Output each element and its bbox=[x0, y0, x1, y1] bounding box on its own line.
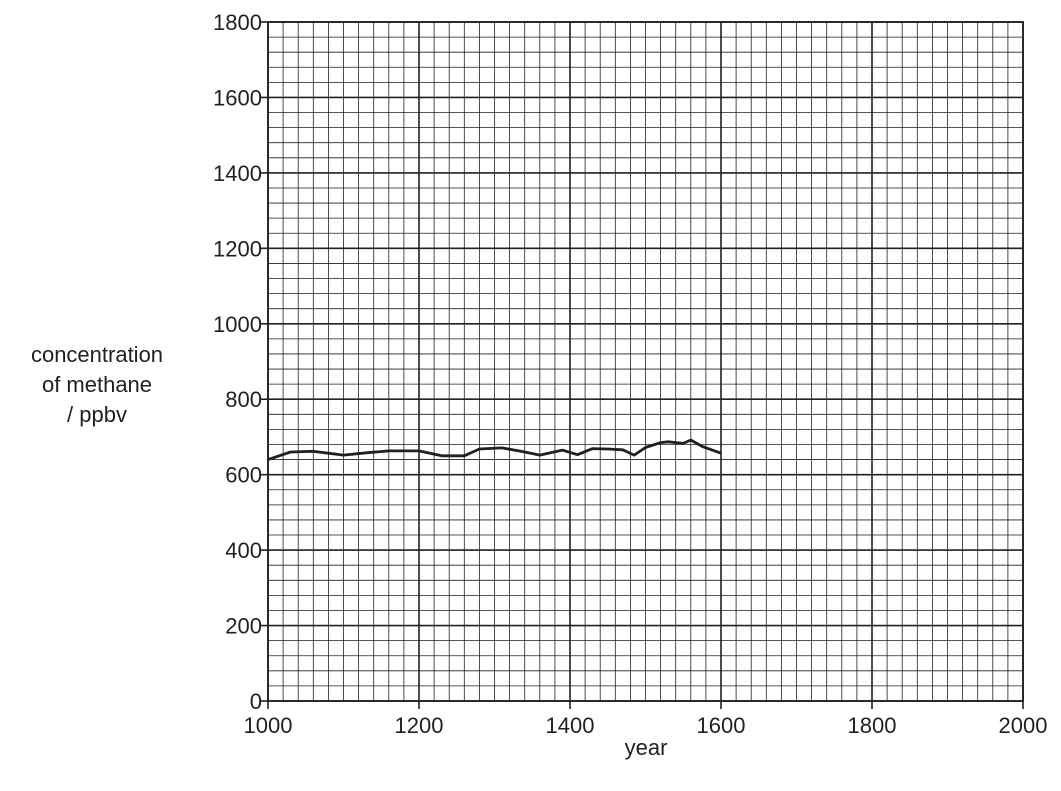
y-tick-labels: 0 200 400 600 800 1000 1200 1400 1600 1800 bbox=[213, 10, 262, 714]
y-tick-label: 200 bbox=[225, 614, 262, 639]
plot-frame bbox=[267, 21, 1024, 702]
x-tick-labels: 1000 1200 1400 1600 1800 2000 bbox=[244, 713, 1048, 738]
y-tick-label: 1800 bbox=[213, 10, 262, 35]
y-tick-label: 400 bbox=[225, 538, 262, 563]
y-tick-label: 1200 bbox=[213, 236, 262, 261]
x-tick-label: 2000 bbox=[999, 713, 1048, 738]
x-tick-label: 1200 bbox=[395, 713, 444, 738]
y-tick-label: 1600 bbox=[213, 85, 262, 110]
y-axis-label-line-2: of methane bbox=[42, 372, 152, 397]
y-tick-label: 1000 bbox=[213, 312, 262, 337]
x-axis-label: year bbox=[625, 735, 668, 760]
y-tick-label: 800 bbox=[225, 387, 262, 412]
x-tick-label: 1800 bbox=[848, 713, 897, 738]
y-tick-label: 1400 bbox=[213, 161, 262, 186]
minor-gridlines bbox=[267, 21, 1024, 702]
axes bbox=[260, 21, 1024, 709]
data-series bbox=[267, 438, 722, 461]
y-tick-label: 0 bbox=[250, 689, 262, 714]
y-axis-label-line-1: concentration bbox=[31, 342, 163, 367]
x-tick-label: 1400 bbox=[546, 713, 595, 738]
x-tick-label: 1000 bbox=[244, 713, 293, 738]
x-tick-label: 1600 bbox=[697, 713, 746, 738]
y-axis-label-line-3: / ppbv bbox=[67, 402, 127, 427]
y-tick-label: 600 bbox=[225, 463, 262, 488]
methane-line bbox=[267, 438, 722, 461]
